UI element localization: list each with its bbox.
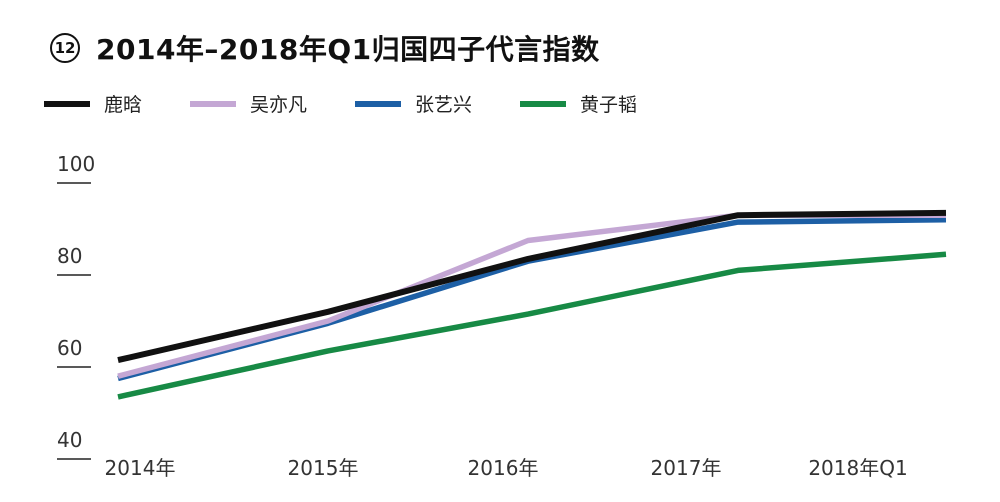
legend-label: 吴亦凡	[250, 94, 308, 116]
series-line-3	[117, 217, 947, 382]
legend-label: 鹿晗	[104, 94, 143, 116]
x-tick-label: 2018年Q1	[808, 456, 907, 480]
legend: 鹿晗 吴亦凡 张艺兴 黄子韬	[44, 90, 685, 117]
series-line-1	[117, 209, 947, 364]
title-row: 12 2014年–2018年Q1归国四子代言指数	[50, 28, 600, 68]
x-tick-label: 2016年	[468, 456, 539, 480]
chart-number-badge: 12	[50, 33, 80, 63]
x-tick-label: 2015年	[288, 456, 359, 480]
legend-item: 黄子韬	[520, 90, 637, 117]
legend-label: 张艺兴	[415, 94, 473, 116]
legend-label: 黄子韬	[580, 94, 638, 116]
x-tick-label: 2014年	[105, 456, 176, 480]
legend-item: 鹿晗	[44, 90, 142, 117]
legend-swatch	[190, 100, 237, 107]
x-tick-label: 2017年	[651, 456, 722, 480]
legend-swatch	[44, 100, 90, 107]
y-tick-label: 60	[57, 336, 82, 360]
y-tick-label: 80	[57, 244, 82, 268]
y-tick-label: 100	[57, 152, 95, 176]
series-line-2	[117, 212, 946, 379]
legend-swatch	[520, 100, 567, 107]
legend-swatch	[355, 100, 402, 107]
legend-item: 张艺兴	[355, 90, 472, 117]
y-tick-label: 40	[57, 428, 82, 452]
chart-title: 2014年–2018年Q1归国四子代言指数	[96, 33, 600, 66]
series-line-4	[117, 251, 947, 400]
legend-item: 吴亦凡	[190, 90, 307, 117]
